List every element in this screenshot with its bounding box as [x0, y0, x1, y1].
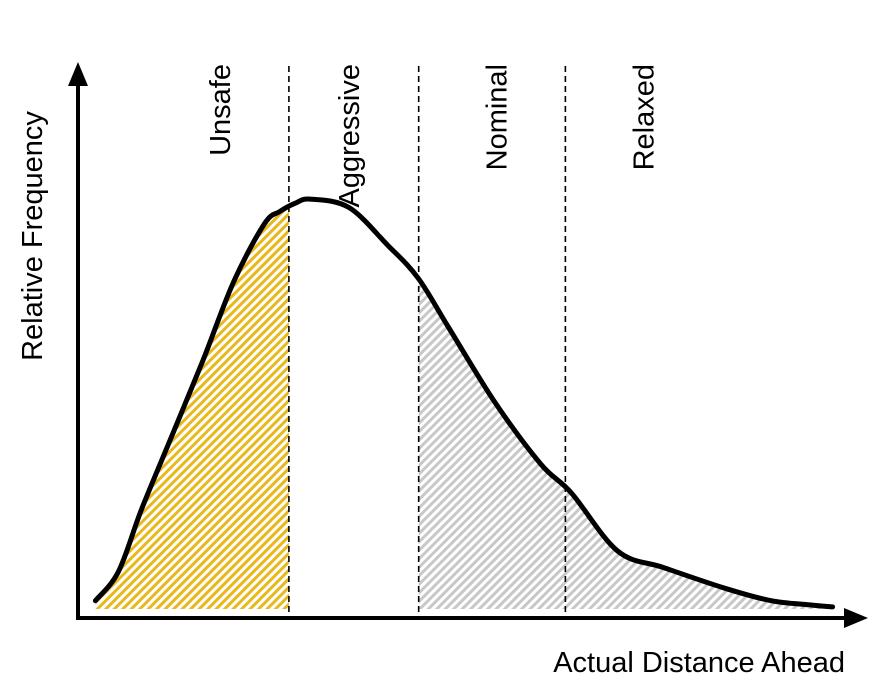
zone-label-aggressive: Aggressive: [334, 64, 366, 207]
distribution-curve: [92, 196, 836, 610]
x-axis-label: Actual Distance Ahead: [553, 647, 845, 679]
zone-fill-group: [95, 198, 833, 609]
zone-label-relaxed: Relaxed: [628, 64, 660, 170]
y-axis-label: Relative Frequency: [17, 111, 49, 361]
y-axis-arrowhead-icon: [68, 62, 88, 86]
x-axis-arrowhead-icon: [844, 608, 868, 628]
zone-fill-unsafe: [95, 198, 289, 609]
zone-label-nominal: Nominal: [482, 64, 514, 170]
zone-label-unsafe: Unsafe: [205, 64, 237, 156]
zone-fill-relaxed: [565, 198, 833, 609]
zone-divider-group: [288, 66, 567, 618]
zone-label-group: Unsafe Aggressive Nominal Relaxed: [205, 64, 660, 207]
